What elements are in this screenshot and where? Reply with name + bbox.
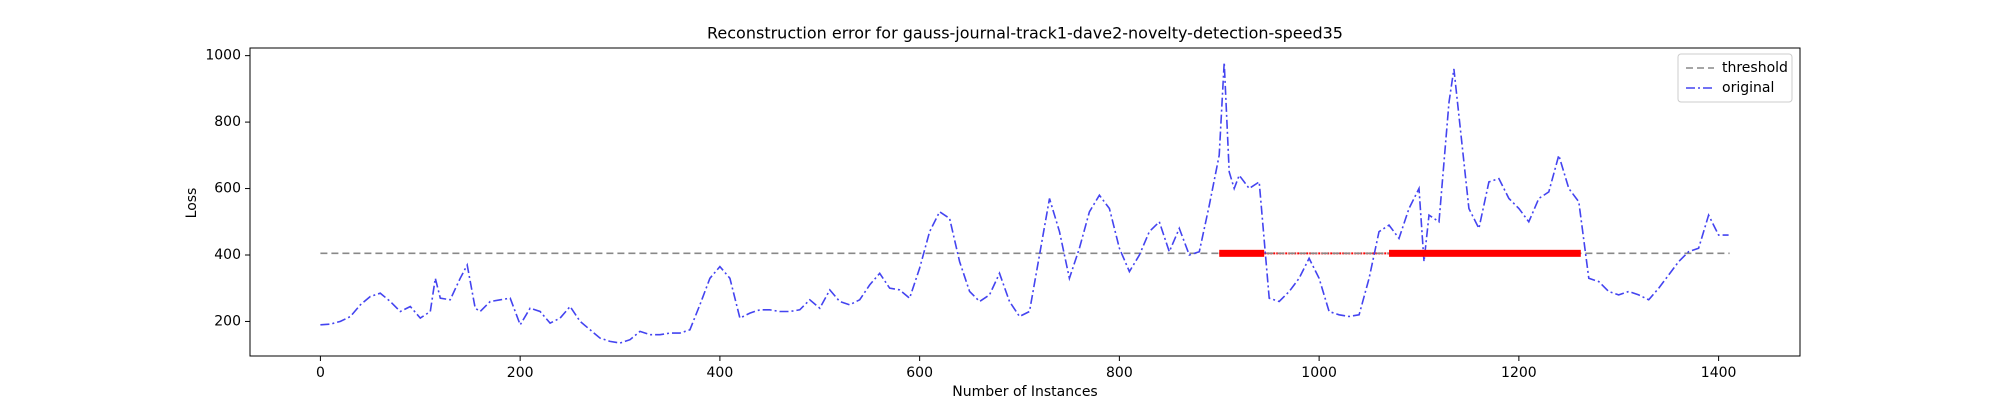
anomaly-range: [1219, 249, 1265, 257]
y-axis-label: Loss: [184, 188, 200, 219]
y-tick-label: 1000: [205, 48, 241, 64]
y-tick-label: 200: [214, 313, 241, 329]
x-axis-label: Number of Instances: [952, 384, 1097, 400]
legend-box: [1677, 53, 1793, 103]
x-tick-label: 1400: [1701, 365, 1737, 381]
y-tick-label: 400: [214, 247, 241, 263]
anomaly-range: [1389, 249, 1581, 257]
x-tick-label: 200: [507, 365, 534, 381]
original-line: [320, 62, 1729, 344]
x-tick-label: 600: [906, 365, 933, 381]
chart-title: Reconstruction error for gauss-journal-t…: [707, 24, 1343, 43]
x-tick-label: 1200: [1501, 365, 1537, 381]
legend-label: original: [1722, 80, 1774, 96]
x-tick-label: 400: [707, 365, 734, 381]
x-tick-label: 0: [316, 365, 325, 381]
x-tick-label: 1000: [1301, 365, 1337, 381]
x-tick-label: 800: [1106, 365, 1133, 381]
y-tick-label: 800: [214, 114, 241, 130]
y-tick-label: 600: [214, 181, 241, 197]
legend-label: threshold: [1722, 60, 1788, 76]
plot-frame: [249, 47, 1801, 357]
